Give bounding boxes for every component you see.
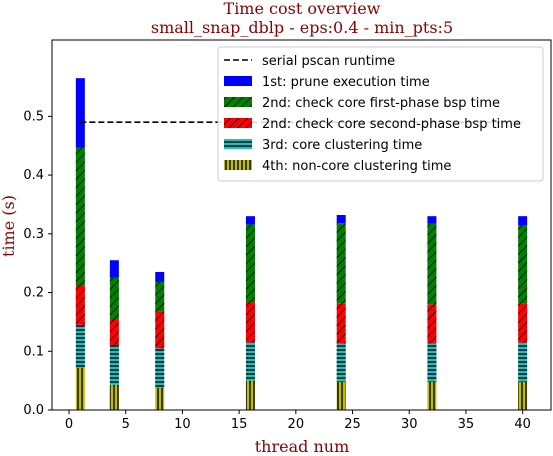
- x-tick-label: 15: [231, 417, 248, 432]
- plot-area: [75, 78, 528, 410]
- bar-segment: [336, 215, 346, 224]
- bar-hatch: [245, 380, 255, 410]
- bar-hatch: [427, 381, 437, 410]
- bar-hatch: [245, 224, 255, 303]
- legend-label: 2nd: check core second-phase bsp time: [262, 117, 521, 132]
- legend-swatch-hatch: [224, 118, 252, 128]
- legend-label: 1st: prune execution time: [262, 75, 430, 90]
- x-tick-label: 25: [344, 417, 361, 432]
- bar-hatch: [109, 277, 119, 319]
- bar-segment: [75, 78, 85, 148]
- bar-segment: [518, 216, 528, 225]
- x-tick-label: 0: [65, 417, 73, 432]
- bar-hatch: [427, 304, 437, 344]
- chart-title: Time cost overview: [224, 0, 381, 18]
- x-tick-label: 35: [458, 417, 475, 432]
- bar-hatch: [75, 324, 85, 368]
- chart-subtitle: small_snap_dblp - eps:0.4 - min_pts:5: [151, 18, 453, 37]
- y-tick-label: 0.5: [23, 109, 44, 124]
- bar-hatch: [245, 302, 255, 343]
- x-tick-label: 5: [122, 417, 130, 432]
- bar-hatch: [75, 285, 85, 325]
- legend-swatch-hatch: [224, 139, 252, 149]
- legend-label: 2nd: check core first-phase bsp time: [262, 96, 500, 111]
- bar-hatch: [155, 281, 165, 312]
- bar-hatch: [427, 223, 437, 305]
- bar-hatch: [245, 342, 255, 381]
- x-tick-label: 40: [514, 417, 531, 432]
- y-tick-label: 0.0: [23, 403, 44, 418]
- bar-hatch: [336, 223, 346, 304]
- y-axis-label: time (s): [0, 195, 18, 257]
- bar-hatch: [109, 318, 119, 346]
- legend-swatch-hatch: [224, 97, 252, 107]
- bar-hatch: [518, 381, 528, 410]
- legend-label: 3rd: core clustering time: [262, 138, 422, 153]
- legend-label: serial pscan runtime: [262, 54, 395, 69]
- y-tick-label: 0.1: [23, 344, 44, 359]
- bar-hatch: [518, 303, 528, 343]
- bar-hatch: [518, 342, 528, 382]
- bar-hatch: [75, 147, 85, 286]
- y-tick-label: 0.3: [23, 227, 44, 242]
- y-tick-label: 0.2: [23, 286, 44, 301]
- bar-hatch: [336, 303, 346, 344]
- x-tick-label: 10: [174, 417, 191, 432]
- bar-hatch: [155, 348, 165, 388]
- bar-hatch: [336, 381, 346, 410]
- bar-segment: [245, 216, 255, 225]
- bar-hatch: [109, 384, 119, 410]
- bar-segment: [155, 271, 165, 282]
- legend-swatch-hatch: [224, 160, 252, 170]
- x-tick-label: 30: [401, 417, 418, 432]
- bar-hatch: [109, 345, 119, 385]
- x-tick-label: 20: [288, 417, 305, 432]
- bar-segment: [427, 216, 437, 224]
- x-axis-label: thread num: [255, 437, 350, 456]
- axes-frame: [51, 39, 552, 411]
- bar-hatch: [427, 343, 437, 382]
- bar-segment: [109, 260, 119, 278]
- bar-hatch: [155, 311, 165, 349]
- bar-hatch: [518, 225, 528, 304]
- axes: 0 5 10 15 20 25 30 35 40 0.0 0.1 0.2 0.3 0.4 0.5: [23, 39, 552, 432]
- bar-hatch: [336, 343, 346, 382]
- y-tick-label: 0.4: [23, 168, 44, 183]
- legend-box: [217, 46, 544, 182]
- legend: serial pscan runtime 1st: prune execution…: [217, 46, 544, 182]
- legend-label: 4th: non-core clustering time: [262, 159, 451, 174]
- bar-hatch: [155, 387, 165, 410]
- legend-swatch: [224, 76, 252, 86]
- bar-hatch: [75, 367, 85, 410]
